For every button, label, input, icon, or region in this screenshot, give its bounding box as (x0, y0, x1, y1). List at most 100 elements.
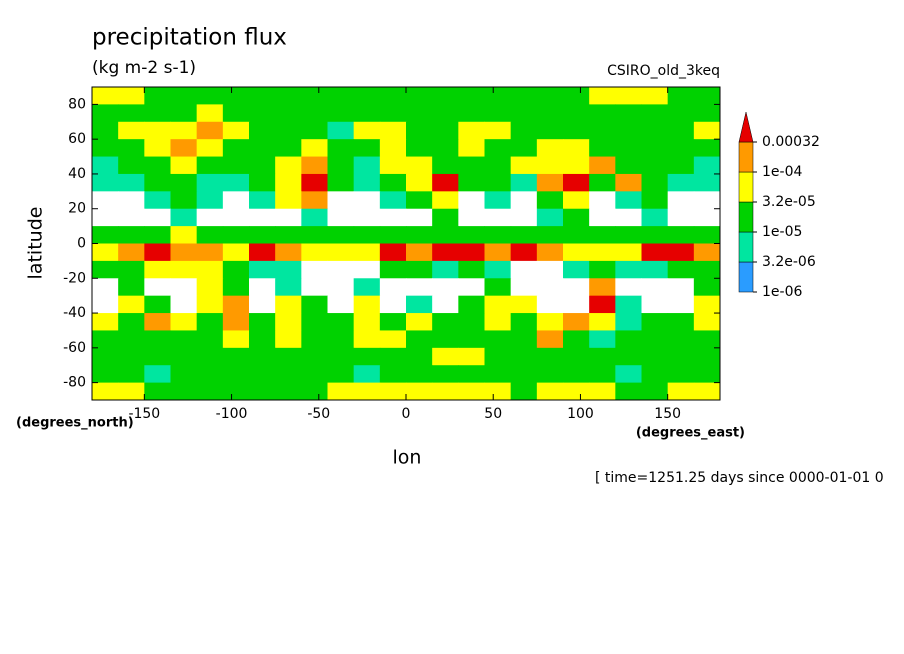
contour-cell (327, 278, 355, 297)
colorbar-swatch (738, 261, 754, 293)
contour-cell (693, 208, 721, 227)
contour-cell (510, 173, 538, 192)
contour-cell (170, 87, 198, 105)
contour-cell (196, 243, 224, 262)
contour-cell (615, 330, 642, 349)
contour-cell (536, 330, 564, 349)
contour-cell (589, 295, 616, 314)
contour-cell (484, 313, 512, 331)
contour-cell (275, 330, 302, 349)
contour-cell (118, 243, 145, 262)
contour-cell (92, 208, 119, 227)
contour-cell (615, 156, 642, 175)
contour-cell (144, 243, 171, 262)
contour-cell (510, 260, 538, 279)
contour-cell (536, 121, 564, 140)
contour-cell (641, 365, 669, 384)
contour-cell (118, 87, 145, 105)
contour-cell (301, 347, 328, 366)
contour-cell (641, 278, 669, 297)
contour-cell (144, 260, 171, 279)
contour-cell (222, 173, 250, 192)
contour-cell (92, 347, 119, 366)
contour-cell (196, 208, 224, 227)
contour-cell (641, 173, 669, 192)
contour-cell (92, 278, 119, 297)
contour-cell (275, 313, 302, 331)
contour-cell (510, 156, 538, 175)
contour-cell (379, 313, 407, 331)
contour-cell (536, 104, 564, 123)
contour-cell (327, 139, 355, 158)
contour-cell (615, 347, 642, 366)
contour-cell (196, 173, 224, 192)
contour-cell (432, 173, 459, 192)
contour-cell (275, 243, 302, 262)
contour-cell (615, 104, 642, 123)
contour-cell (563, 173, 590, 192)
contour-cell (353, 208, 381, 227)
contour-cell (615, 139, 642, 158)
contour-cell (510, 278, 538, 297)
contour-cell (563, 365, 590, 384)
chart-subtitle: (kg m-2 s-1) (92, 58, 196, 78)
contour-cell (693, 278, 721, 297)
contour-cell (693, 139, 721, 158)
contour-cell (222, 330, 250, 349)
contour-cell (222, 278, 250, 297)
contour-cell (563, 226, 590, 244)
contour-cell (432, 104, 459, 123)
contour-cell (170, 313, 198, 331)
contour-cell (196, 260, 224, 279)
contour-cell (353, 226, 381, 244)
contour-cell (275, 208, 302, 227)
contour-cell (275, 278, 302, 297)
contour-cell (249, 104, 276, 123)
contour-cell (249, 121, 276, 140)
contour-cell (327, 382, 355, 401)
x-tick-label: 150 (654, 406, 681, 422)
contour-cell (536, 87, 564, 105)
contour-cell (144, 87, 171, 105)
contour-cell (249, 87, 276, 105)
contour-cell (667, 278, 695, 297)
contour-cell (379, 365, 407, 384)
contour-cell (563, 295, 590, 314)
contour-cell (301, 330, 328, 349)
contour-cell (196, 313, 224, 331)
y-tick-label: 60 (68, 131, 86, 147)
contour-cell (589, 87, 616, 105)
contour-cell (327, 208, 355, 227)
colorbar-swatch (738, 141, 754, 173)
contour-cell (379, 382, 407, 401)
contour-cell (563, 330, 590, 349)
contour-cell (379, 104, 407, 123)
contour-cell (563, 313, 590, 331)
contour-cell (301, 121, 328, 140)
contour-cell (589, 243, 616, 262)
contour-cell (353, 173, 381, 192)
contour-cell (222, 347, 250, 366)
contour-cell (510, 313, 538, 331)
contour-cell (458, 347, 485, 366)
contour-cell (170, 243, 198, 262)
contour-cell (379, 278, 407, 297)
contour-cell (641, 295, 669, 314)
contour-cell (327, 173, 355, 192)
contour-cell (406, 139, 433, 158)
contour-cell (170, 226, 198, 244)
contour-cell (693, 347, 721, 366)
contour-cell (510, 104, 538, 123)
contour-cell (510, 382, 538, 401)
contour-cell (536, 295, 564, 314)
y-axis-units: (degrees_north) (16, 416, 134, 431)
x-tick-label: -100 (216, 406, 248, 422)
contour-cell (484, 156, 512, 175)
contour-cell (275, 365, 302, 384)
contour-cell (693, 226, 721, 244)
contour-cell (641, 313, 669, 331)
contour-cell (667, 365, 695, 384)
contour-cell (301, 139, 328, 158)
contour-cell (667, 173, 695, 192)
contour-cell (353, 121, 381, 140)
